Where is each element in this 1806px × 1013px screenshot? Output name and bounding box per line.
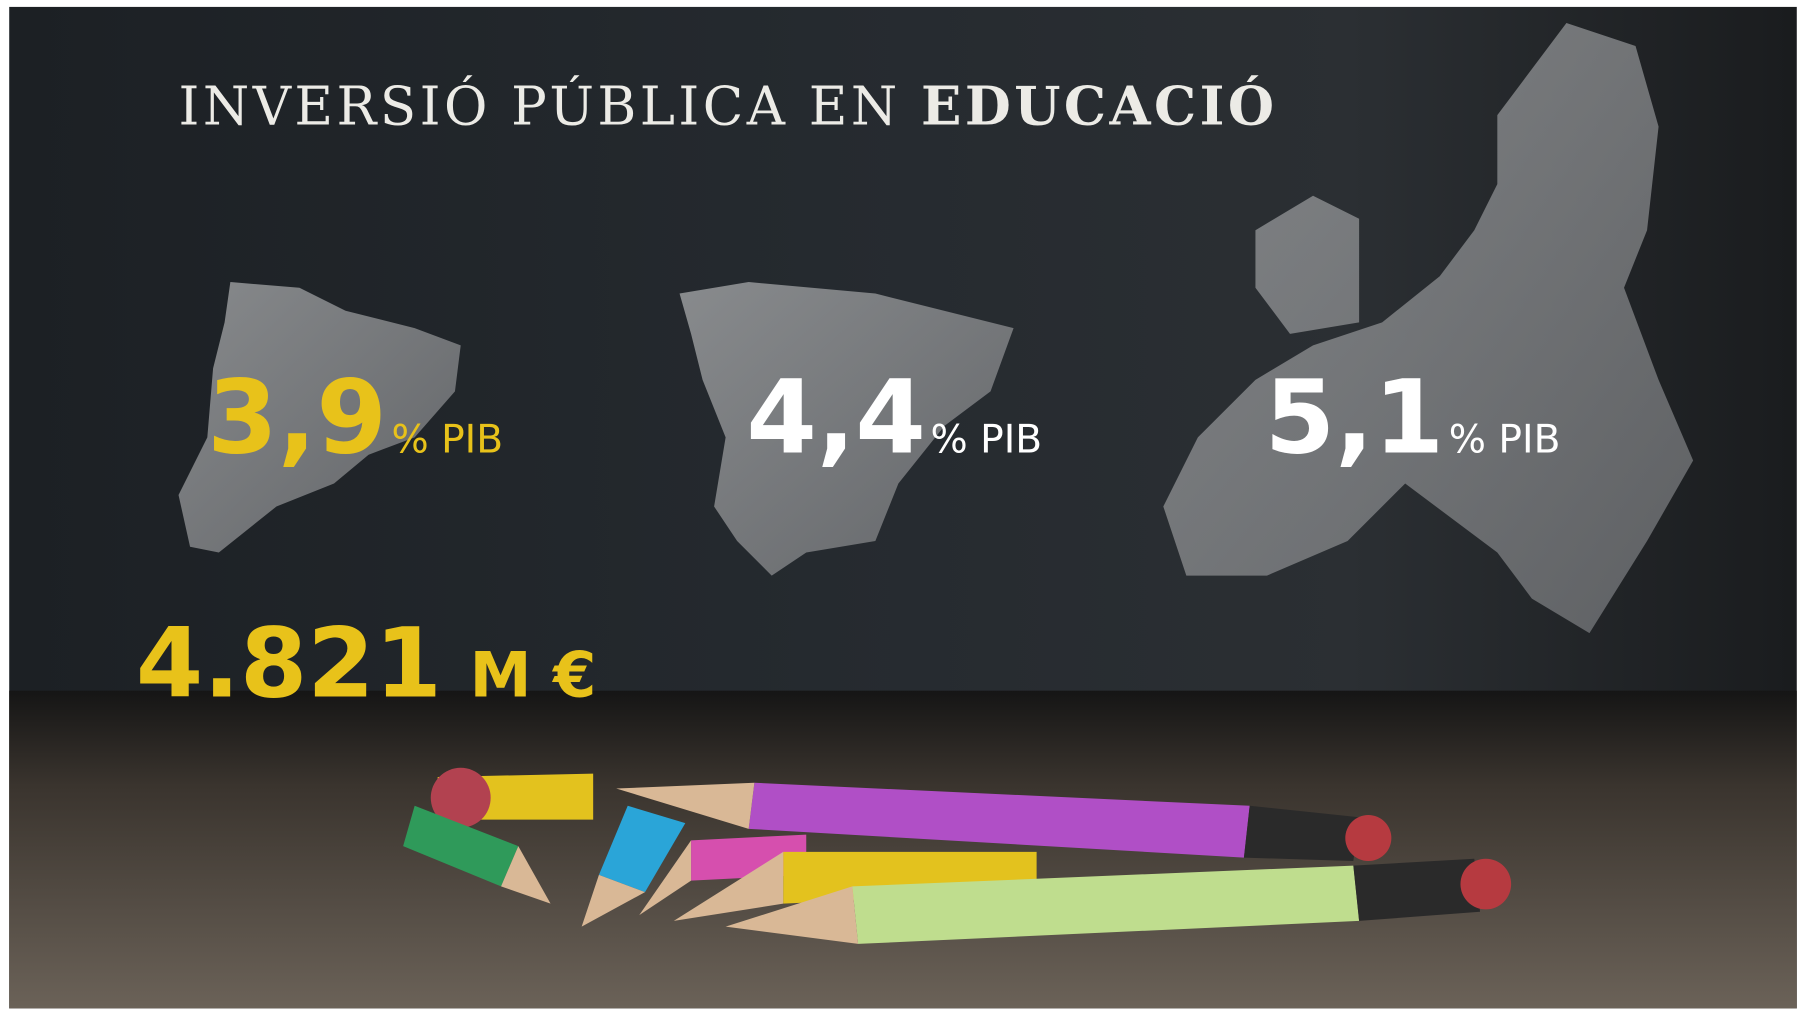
stat-unit: % PIB: [1449, 417, 1561, 462]
title-emphasis: EDUCACIÓ: [921, 75, 1277, 137]
stat-unit: % PIB: [391, 417, 503, 462]
stat-unit: % PIB: [930, 417, 1042, 462]
infographic: INVERSIÓ PÚBLICA EN EDUCACIÓ 3,9% PIB 4,…: [0, 0, 1806, 1013]
stat-value: 4,4: [746, 358, 926, 476]
title-text: INVERSIÓ PÚBLICA EN: [179, 75, 901, 137]
budget-unit: M €: [470, 638, 597, 711]
title: INVERSIÓ PÚBLICA EN EDUCACIÓ: [179, 75, 1278, 137]
stat-value: 3,9: [207, 358, 387, 476]
budget-value: 4.821: [136, 606, 442, 719]
table: [9, 691, 1797, 1009]
stat-value: 5,1: [1265, 358, 1445, 476]
